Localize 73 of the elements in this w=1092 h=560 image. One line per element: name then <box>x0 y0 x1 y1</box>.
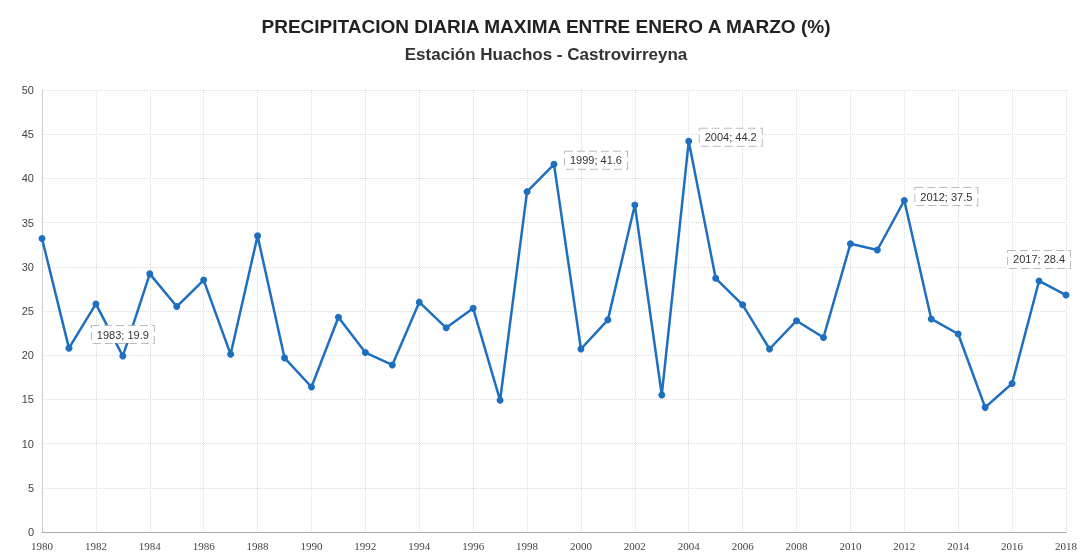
annotation: 2017; 28.4 <box>1013 253 1066 266</box>
y-tick-label: 25 <box>21 305 34 317</box>
annotation: 1999; 41.6 <box>570 154 622 167</box>
x-tick-label: 1986 <box>192 539 216 552</box>
point <box>658 391 666 399</box>
x-tick-label: 2012 <box>893 539 916 552</box>
point <box>496 396 504 404</box>
point <box>900 197 908 204</box>
point <box>119 352 127 360</box>
x-tick-label: 1982 <box>84 539 107 552</box>
y-tick-label: 0 <box>27 526 34 538</box>
point <box>631 201 639 209</box>
chart-title: PRECIPITACION DIARIA MAXIMA ENTRE ENERO A MARZO (%) <box>261 16 831 37</box>
point <box>361 349 369 357</box>
point <box>927 315 935 323</box>
x-tick-label: 1992 <box>354 539 377 552</box>
x-tick-label: 2018 <box>1055 539 1078 552</box>
x-tick-label: 2006 <box>731 539 755 552</box>
x-tick-label: 2016 <box>1001 539 1024 552</box>
x-tick-label: 2000 <box>569 539 593 552</box>
x-tick-label: 2008 <box>785 539 809 552</box>
x-tick-label: 1990 <box>300 539 323 552</box>
point <box>873 246 881 254</box>
point <box>469 304 477 312</box>
annotation: 2004; 44.2 <box>704 131 757 144</box>
point <box>442 324 450 332</box>
point <box>92 300 100 308</box>
x-tick-label: 1988 <box>246 539 270 552</box>
y-tick-label: 30 <box>21 260 34 273</box>
point <box>388 361 396 369</box>
y-tick-label: 10 <box>21 437 34 450</box>
y-tick-label: 5 <box>27 481 34 494</box>
point <box>281 354 289 362</box>
point <box>685 137 693 145</box>
y-tick-label: 40 <box>21 172 34 185</box>
x-tick-label: 1994 <box>408 539 431 552</box>
annotation: 1983; 19.9 <box>96 328 149 341</box>
point <box>146 270 154 278</box>
point <box>38 235 46 243</box>
x-tick-label: 1984 <box>138 539 162 552</box>
point <box>307 383 315 391</box>
point <box>846 240 854 248</box>
point <box>954 330 962 338</box>
y-tick-label: 20 <box>21 349 34 362</box>
x-tick-label: 1980 <box>31 539 54 552</box>
point <box>712 274 720 282</box>
point <box>200 276 208 284</box>
y-tick-label: 50 <box>21 84 34 96</box>
x-tick-label: 2014 <box>947 539 970 552</box>
point <box>254 232 262 240</box>
x-tick-label: 1998 <box>516 539 539 552</box>
point <box>793 317 801 325</box>
point <box>766 345 774 353</box>
point <box>981 403 989 411</box>
point <box>1008 379 1016 387</box>
x-tick-label: 2010 <box>839 539 862 552</box>
y-tick-label: 35 <box>21 216 34 229</box>
chart-subtitle: Estación Huachos - Castrovirreyna <box>404 45 688 64</box>
y-tick-label: 45 <box>21 128 34 141</box>
point <box>523 188 531 196</box>
point <box>550 160 558 168</box>
point <box>415 298 423 306</box>
point <box>334 313 342 321</box>
x-tick-label: 1996 <box>462 539 485 552</box>
annotation: 2012; 37.5 <box>920 190 973 203</box>
point <box>739 301 747 309</box>
y-tick-label: 15 <box>21 393 34 406</box>
x-tick-label: 2004 <box>677 539 701 552</box>
point <box>819 334 827 342</box>
point <box>227 350 235 358</box>
point <box>604 316 612 324</box>
x-tick-label: 2002 <box>623 539 646 552</box>
point <box>173 303 181 311</box>
